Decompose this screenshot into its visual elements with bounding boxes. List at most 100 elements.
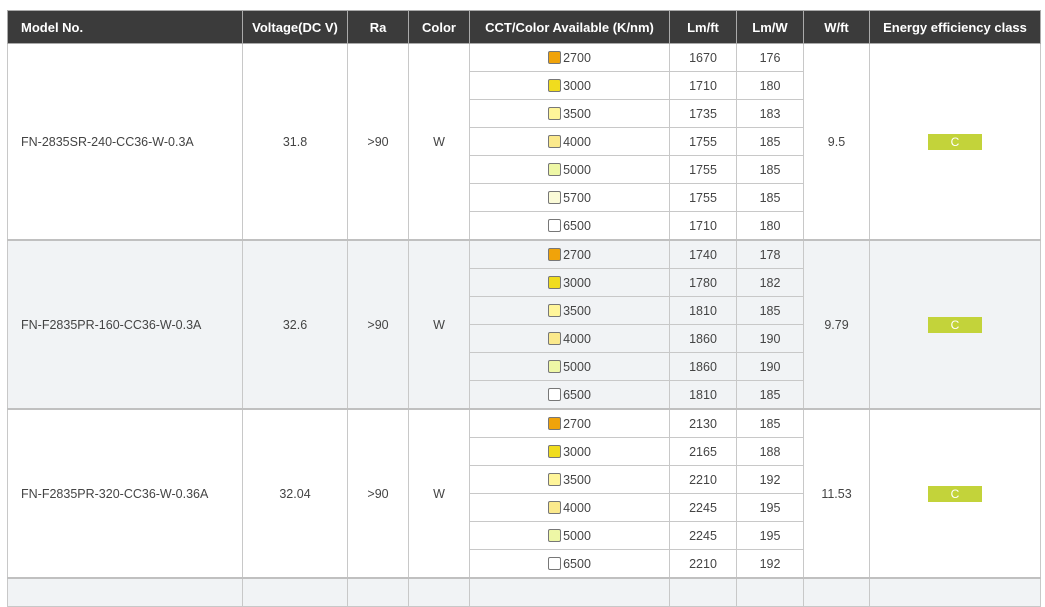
w-ft-cell: 9.5 bbox=[803, 43, 870, 241]
lm-w-cell: 190 bbox=[736, 352, 804, 381]
color-swatch-icon bbox=[548, 472, 562, 486]
table-row: 4000 1860 190 bbox=[8, 324, 1041, 353]
cct-value: 4000 bbox=[563, 331, 591, 346]
color-cell: W bbox=[408, 408, 470, 579]
lm-w-cell: 185 bbox=[736, 408, 804, 438]
table-row: 6500 1710 180 bbox=[8, 211, 1041, 241]
color-swatch-icon bbox=[548, 444, 562, 458]
empty-cell bbox=[736, 577, 804, 607]
cct-value: 3000 bbox=[563, 275, 591, 290]
lm-ft-cell: 1710 bbox=[669, 71, 737, 100]
cct-value: 3500 bbox=[563, 472, 591, 487]
table-header: Model No. Voltage(DC V) Ra Color CCT/Color A… bbox=[7, 10, 1041, 44]
header-lm-w: Lm/W bbox=[736, 10, 804, 44]
cct-cell: 5000 bbox=[469, 352, 670, 381]
color-swatch-icon bbox=[548, 359, 562, 373]
color-swatch-icon bbox=[548, 162, 562, 176]
voltage-cell: 32.04 bbox=[242, 408, 348, 579]
model-cell: FN-F2835PR-160-CC36-W-0.3A bbox=[7, 239, 243, 410]
lm-w-cell: 185 bbox=[736, 155, 804, 184]
cct-value: 5700 bbox=[563, 190, 591, 205]
lm-ft-cell: 1860 bbox=[669, 324, 737, 353]
cct-value: 3000 bbox=[563, 444, 591, 459]
color-swatch-icon bbox=[548, 190, 562, 204]
lm-ft-cell: 1780 bbox=[669, 268, 737, 297]
cct-value: 4000 bbox=[563, 500, 591, 515]
lm-w-cell: 188 bbox=[736, 437, 804, 466]
color-cell: W bbox=[408, 239, 470, 410]
table-row: FN-F2835PR-320-CC36-W-0.36A 32.04 >90 W 2700… bbox=[7, 408, 1041, 579]
cct-value: 6500 bbox=[563, 218, 591, 233]
lm-w-cell: 183 bbox=[736, 99, 804, 128]
model-cell: FN-F2835PR-320-CC36-W-0.36A bbox=[7, 408, 243, 579]
cct-cell: 3000 bbox=[469, 437, 670, 466]
color-swatch-icon bbox=[548, 247, 562, 261]
lm-ft-cell: 1755 bbox=[669, 155, 737, 184]
product-spec-table: Model No. Voltage(DC V) Ra Color CCT/Color A… bbox=[7, 10, 1041, 607]
lm-w-cell: 185 bbox=[736, 380, 804, 410]
lm-ft-cell: 1810 bbox=[669, 380, 737, 410]
table-row: FN-2835SR-240-CC36-W-0.3A 31.8 >90 W 2700 167… bbox=[7, 43, 1041, 241]
empty-cell bbox=[469, 577, 670, 607]
lm-w-cell: 182 bbox=[736, 268, 804, 297]
energy-class-badge: C bbox=[928, 133, 982, 150]
cct-cell: 3000 bbox=[469, 268, 670, 297]
color-swatch-icon bbox=[548, 331, 562, 345]
cct-cell: 5000 bbox=[469, 155, 670, 184]
cct-cell: 2700 bbox=[469, 239, 670, 269]
lm-ft-cell: 2210 bbox=[669, 465, 737, 494]
cct-cell: 3500 bbox=[469, 296, 670, 325]
cct-value: 6500 bbox=[563, 387, 591, 402]
color-swatch-icon bbox=[548, 387, 562, 401]
empty-cell bbox=[803, 577, 870, 607]
color-swatch-icon bbox=[548, 106, 562, 120]
table-row: 3000 1710 180 bbox=[8, 71, 1041, 100]
cct-value: 2700 bbox=[563, 247, 591, 262]
table-row: 3000 2165 188 bbox=[8, 437, 1041, 466]
lm-ft-cell: 1670 bbox=[669, 43, 737, 72]
lm-ft-cell: 2130 bbox=[669, 408, 737, 438]
color-swatch-icon bbox=[548, 303, 562, 317]
color-swatch-icon bbox=[548, 50, 562, 64]
lm-w-cell: 178 bbox=[736, 239, 804, 269]
lm-w-cell: 185 bbox=[736, 127, 804, 156]
table-row: 5000 1860 190 bbox=[8, 352, 1041, 381]
cct-cell: 2700 bbox=[469, 408, 670, 438]
color-swatch-icon bbox=[548, 528, 562, 542]
cct-cell: 4000 bbox=[469, 324, 670, 353]
voltage-cell: 32.6 bbox=[242, 239, 348, 410]
cct-value: 2700 bbox=[563, 50, 591, 65]
header-model: Model No. bbox=[7, 10, 243, 44]
energy-class-badge: C bbox=[928, 485, 982, 502]
lm-w-cell: 180 bbox=[736, 211, 804, 241]
color-cell: W bbox=[408, 43, 470, 241]
lm-w-cell: 185 bbox=[736, 183, 804, 212]
lm-w-cell: 195 bbox=[736, 493, 804, 522]
cct-value: 3500 bbox=[563, 106, 591, 121]
ra-cell: >90 bbox=[347, 408, 409, 579]
table-row: 6500 2210 192 bbox=[8, 549, 1041, 579]
color-swatch-icon bbox=[548, 556, 562, 570]
cct-cell: 5700 bbox=[469, 183, 670, 212]
empty-cell bbox=[408, 577, 470, 607]
table-row: 5000 2245 195 bbox=[8, 521, 1041, 550]
energy-class-cell: C bbox=[869, 43, 1041, 241]
cct-value: 3000 bbox=[563, 78, 591, 93]
lm-ft-cell: 1740 bbox=[669, 239, 737, 269]
color-swatch-icon bbox=[548, 416, 562, 430]
header-energy-class: Energy efficiency class bbox=[869, 10, 1041, 44]
cct-cell: 6500 bbox=[469, 211, 670, 241]
lm-ft-cell: 1710 bbox=[669, 211, 737, 241]
cct-cell: 3500 bbox=[469, 99, 670, 128]
lm-ft-cell: 2210 bbox=[669, 549, 737, 579]
header-cct: CCT/Color Available (K/nm) bbox=[469, 10, 670, 44]
lm-w-cell: 185 bbox=[736, 296, 804, 325]
ra-cell: >90 bbox=[347, 43, 409, 241]
cct-cell: 3500 bbox=[469, 465, 670, 494]
cct-cell: 6500 bbox=[469, 380, 670, 410]
cct-value: 5000 bbox=[563, 528, 591, 543]
table-row: 5000 1755 185 bbox=[8, 155, 1041, 184]
table-row bbox=[7, 577, 1041, 607]
empty-cell bbox=[242, 577, 348, 607]
energy-class-badge: C bbox=[928, 316, 982, 333]
